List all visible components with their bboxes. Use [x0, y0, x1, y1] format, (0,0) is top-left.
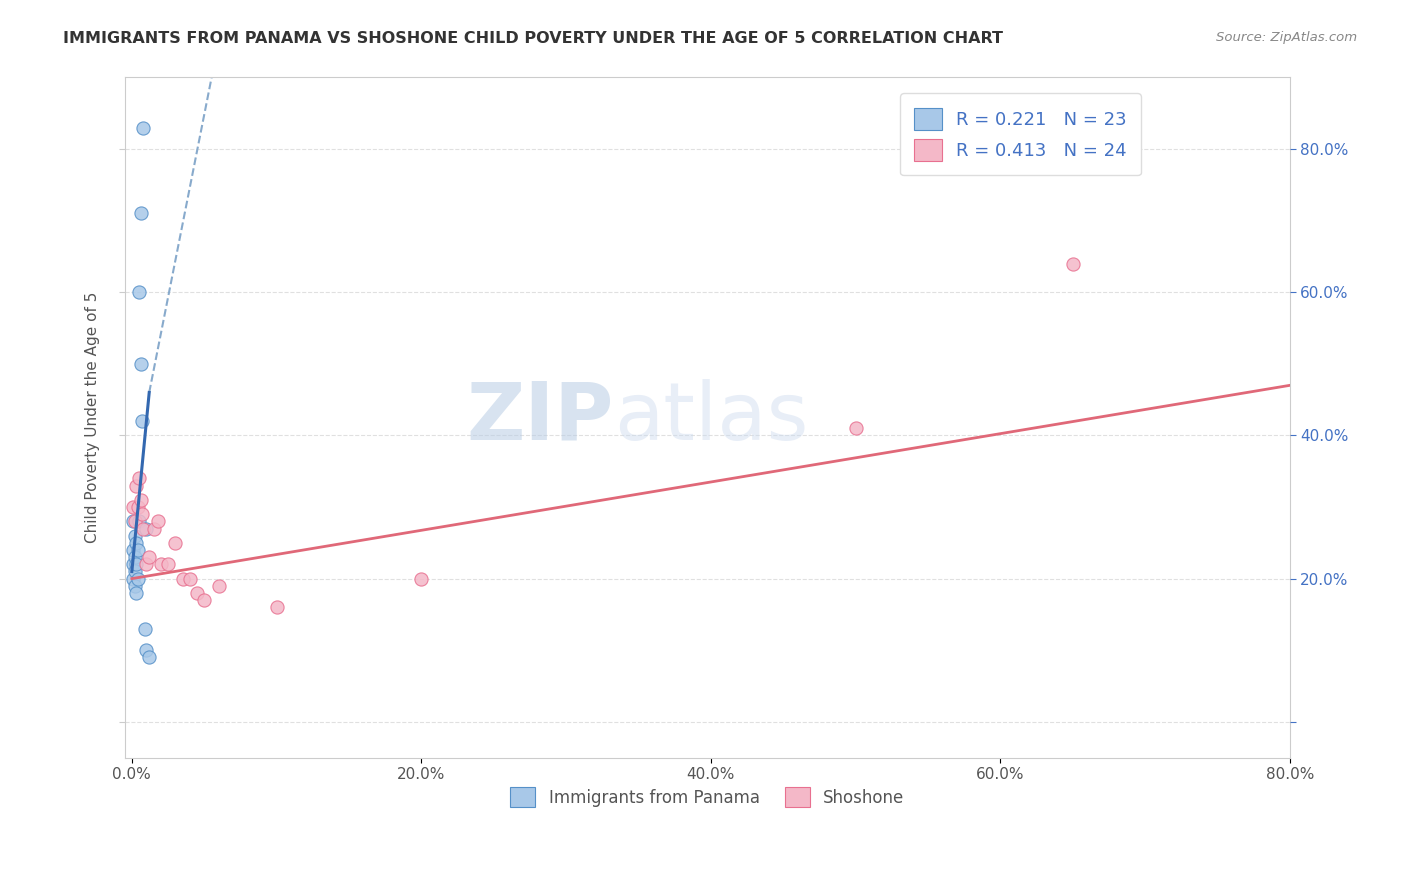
Point [135, 522, 157, 536]
Point [122, 543, 145, 558]
Point [132, 522, 155, 536]
Point [193, 593, 215, 607]
Point [208, 579, 231, 593]
Point [138, 650, 160, 665]
Point [128, 514, 150, 528]
Point [127, 500, 149, 514]
Point [131, 507, 153, 521]
Point [122, 572, 145, 586]
Point [179, 572, 201, 586]
Point [124, 514, 146, 528]
Point [1062, 257, 1084, 271]
Point [128, 471, 150, 485]
Point [135, 643, 157, 657]
Point [135, 558, 157, 572]
Point [266, 600, 288, 615]
Point [138, 550, 160, 565]
Point [124, 565, 146, 579]
Point [124, 550, 146, 565]
Point [134, 622, 156, 636]
Point [125, 558, 148, 572]
Point [172, 572, 194, 586]
Point [132, 120, 155, 135]
Legend: Immigrants from Panama, Shoshone: Immigrants from Panama, Shoshone [503, 780, 911, 814]
Text: atlas: atlas [614, 378, 808, 457]
Point [157, 558, 180, 572]
Point [146, 514, 169, 528]
Point [131, 414, 153, 428]
Point [125, 478, 148, 492]
Point [186, 586, 208, 600]
Point [129, 206, 152, 220]
Point [165, 536, 187, 550]
Y-axis label: Child Poverty Under the Age of 5: Child Poverty Under the Age of 5 [86, 292, 100, 543]
Point [125, 536, 148, 550]
Point [127, 543, 149, 558]
Point [122, 500, 145, 514]
Point [124, 579, 146, 593]
Point [125, 586, 148, 600]
Point [411, 572, 433, 586]
Point [124, 529, 146, 543]
Point [129, 492, 152, 507]
Point [128, 285, 150, 300]
Text: Source: ZipAtlas.com: Source: ZipAtlas.com [1216, 31, 1357, 45]
Point [845, 421, 868, 435]
Point [129, 357, 152, 371]
Text: IMMIGRANTS FROM PANAMA VS SHOSHONE CHILD POVERTY UNDER THE AGE OF 5 CORRELATION : IMMIGRANTS FROM PANAMA VS SHOSHONE CHILD… [63, 31, 1004, 46]
Point [122, 558, 145, 572]
Point [142, 522, 165, 536]
Point [149, 558, 172, 572]
Text: ZIP: ZIP [467, 378, 614, 457]
Point [127, 572, 149, 586]
Point [122, 514, 145, 528]
